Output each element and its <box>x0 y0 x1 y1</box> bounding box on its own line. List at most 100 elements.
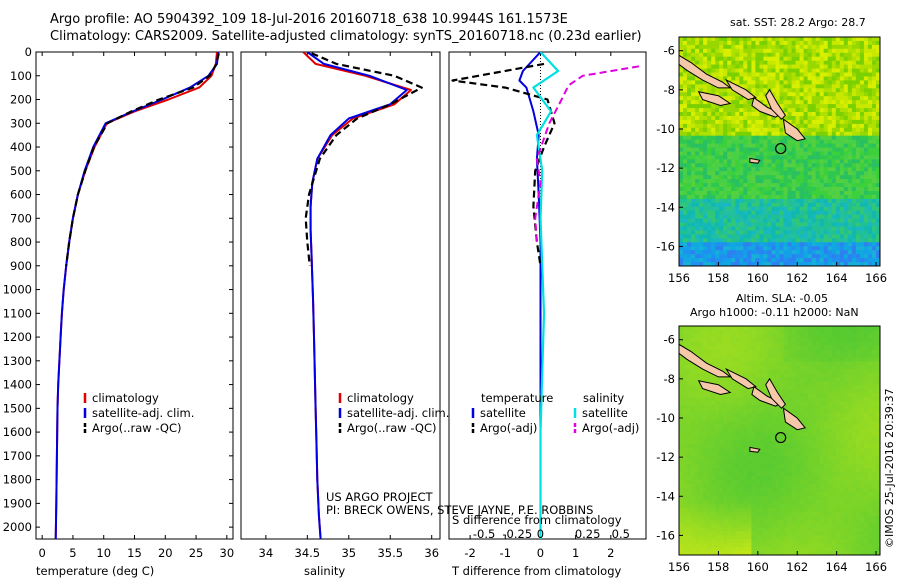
heatmap-cell <box>703 119 708 125</box>
heatmap-cell <box>835 393 841 398</box>
heatmap-cell <box>715 48 720 54</box>
heatmap-cell <box>843 48 849 54</box>
heatmap-cell <box>719 238 724 243</box>
heatmap-cell <box>723 381 728 386</box>
heatmap-cell <box>799 262 805 266</box>
heatmap-cell <box>679 448 684 453</box>
heatmap-cell <box>843 373 849 378</box>
heatmap-cell <box>787 52 793 58</box>
heatmap-cell <box>727 337 732 343</box>
heatmap-cell <box>743 230 748 235</box>
heatmap-cell <box>747 444 752 449</box>
heatmap-cell <box>767 198 772 204</box>
heatmap-cell <box>683 389 688 394</box>
heatmap-cell <box>723 183 728 188</box>
heatmap-cell <box>775 187 781 192</box>
heatmap-cell <box>803 341 809 347</box>
heatmap-cell <box>743 345 748 351</box>
heatmap-cell <box>791 210 797 216</box>
heatmap-cell <box>827 187 833 192</box>
heatmap-cell <box>699 127 704 133</box>
heatmap-cell <box>727 412 732 418</box>
heatmap-cell <box>743 135 748 141</box>
heatmap-cell <box>763 472 768 477</box>
heatmap-cell <box>735 361 740 366</box>
heatmap-cell <box>743 412 748 418</box>
heatmap-cell <box>715 357 720 363</box>
heatmap-cell <box>763 44 768 50</box>
heatmap-cell <box>831 424 837 430</box>
heatmap-cell <box>811 92 817 97</box>
heatmap-cell <box>679 123 684 129</box>
heatmap-cell <box>851 468 857 473</box>
heatmap-cell <box>731 222 736 228</box>
heatmap-cell <box>767 183 772 188</box>
heatmap-cell <box>771 56 777 62</box>
heatmap-cell <box>683 230 688 235</box>
heatmap-cell <box>807 84 813 89</box>
heatmap-cell <box>819 412 825 418</box>
heatmap-cell <box>843 202 849 208</box>
heatmap-cell <box>723 167 728 172</box>
heatmap-cell <box>703 202 708 208</box>
heatmap-cell <box>807 230 813 235</box>
heatmap-cell <box>839 218 845 224</box>
heatmap-cell <box>683 250 688 255</box>
heatmap-cell <box>787 44 793 50</box>
heatmap-cell <box>859 175 865 180</box>
heatmap-cell <box>751 405 756 410</box>
heatmap-cell <box>867 139 873 145</box>
heatmap-cell <box>767 135 772 141</box>
heatmap-cell <box>731 401 736 406</box>
heatmap-cell <box>739 56 744 62</box>
heatmap-cell <box>751 64 756 70</box>
heatmap-cell <box>763 147 768 153</box>
heatmap-cell <box>851 175 857 180</box>
heatmap-cell <box>727 377 732 382</box>
heatmap-cell <box>683 135 688 141</box>
heatmap-cell <box>803 127 809 133</box>
heatmap-cell <box>843 127 849 133</box>
heatmap-cell <box>867 448 873 453</box>
heatmap-cell <box>815 68 821 74</box>
heatmap-cell <box>783 84 789 89</box>
heatmap-cell <box>683 119 688 125</box>
heatmap-cell <box>711 349 716 355</box>
heatmap-cell <box>731 258 736 263</box>
heatmap-cell <box>819 408 825 414</box>
heatmap-cell <box>872 456 877 461</box>
heatmap-cell <box>707 100 712 105</box>
heatmap-cell <box>872 246 877 251</box>
heatmap-cell <box>847 448 853 453</box>
heatmap-cell <box>843 250 849 255</box>
heatmap-cell <box>851 416 857 422</box>
heatmap-cell <box>763 345 768 351</box>
heatmap-cell <box>679 135 684 141</box>
heatmap-cell <box>823 179 829 184</box>
heatmap-cell <box>872 444 877 449</box>
heatmap-cell <box>759 389 764 394</box>
heatmap-cell <box>855 373 861 378</box>
heatmap-cell <box>735 210 740 216</box>
legend-entry: satellite-adj. clim. <box>347 406 449 420</box>
heatmap-cell <box>715 432 720 438</box>
heatmap-cell <box>763 230 768 235</box>
heatmap-cell <box>739 341 744 347</box>
heatmap-cell <box>743 60 748 66</box>
heatmap-cell <box>751 349 756 355</box>
heatmap-cell <box>795 151 801 156</box>
heatmap-cell <box>827 353 833 359</box>
x-tick-label: 36 <box>424 546 439 560</box>
heatmap-cell <box>851 151 857 156</box>
heatmap-cell <box>687 147 692 153</box>
heatmap-cell <box>872 432 877 438</box>
heatmap-cell <box>735 222 740 228</box>
heatmap-cell <box>731 385 736 390</box>
heatmap-cell <box>787 226 793 231</box>
heatmap-cell <box>767 104 772 109</box>
heatmap-cell <box>783 112 789 117</box>
heatmap-cell <box>779 472 785 477</box>
heatmap-cell <box>727 460 732 465</box>
heatmap-cell <box>799 464 805 469</box>
heatmap-cell <box>807 76 813 81</box>
